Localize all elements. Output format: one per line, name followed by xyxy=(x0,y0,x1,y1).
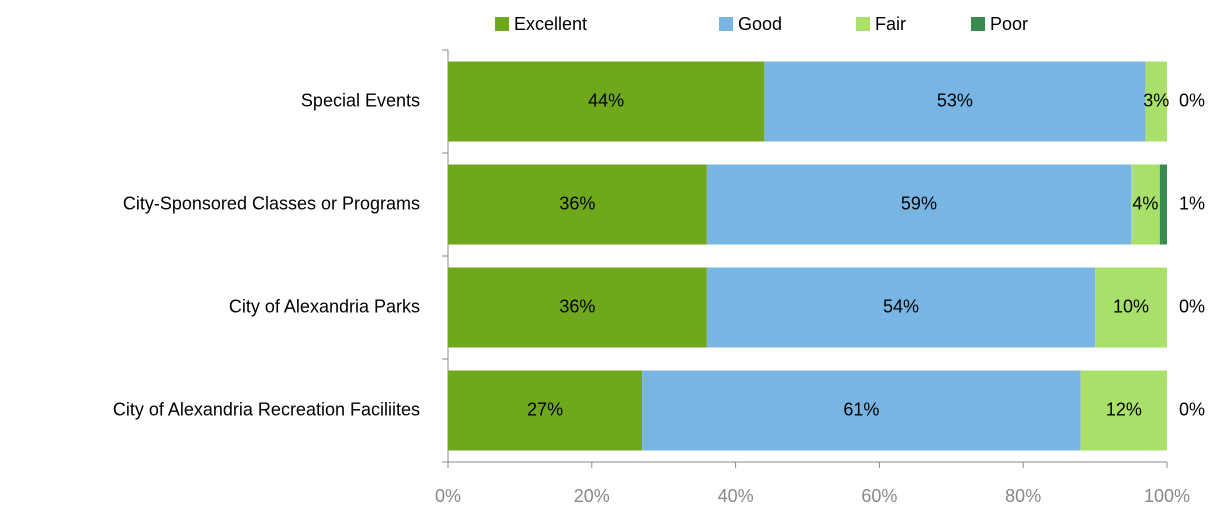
legend-swatch xyxy=(719,17,733,31)
x-tick-label: 20% xyxy=(574,486,610,506)
bar-segment xyxy=(448,164,707,245)
bar-segment xyxy=(706,267,1096,348)
category-label: City of Alexandria Parks xyxy=(229,296,420,316)
data-label: 12% xyxy=(1106,399,1142,419)
x-tick-label: 80% xyxy=(1005,486,1041,506)
data-label: 44% xyxy=(588,90,624,110)
bar-segment xyxy=(1131,164,1160,245)
bar-segment xyxy=(1159,164,1167,245)
bar-segment xyxy=(1145,61,1167,142)
data-label: 0% xyxy=(1179,399,1205,419)
data-label: 3% xyxy=(1143,90,1169,110)
bar-segment xyxy=(1080,370,1167,451)
data-label: 0% xyxy=(1179,296,1205,316)
data-label: 61% xyxy=(843,399,879,419)
data-label: 4% xyxy=(1132,193,1158,213)
legend-label: Poor xyxy=(990,14,1028,34)
bar-segment xyxy=(448,61,765,142)
bar-segment xyxy=(448,267,707,348)
bar-segment xyxy=(764,61,1146,142)
legend-swatch xyxy=(971,17,985,31)
data-label: 36% xyxy=(559,193,595,213)
legend-swatch xyxy=(856,17,870,31)
data-label: 53% xyxy=(937,90,973,110)
data-label: 27% xyxy=(527,399,563,419)
bar-segment xyxy=(706,164,1132,245)
bar-segment xyxy=(642,370,1081,451)
legend-label: Excellent xyxy=(514,14,587,34)
category-label: Special Events xyxy=(301,90,420,110)
legend-swatch xyxy=(495,17,509,31)
legend-label: Good xyxy=(738,14,782,34)
data-label: 59% xyxy=(901,193,937,213)
data-label: 1% xyxy=(1179,193,1205,213)
x-tick-label: 60% xyxy=(861,486,897,506)
x-tick-label: 40% xyxy=(718,486,754,506)
legend-label: Fair xyxy=(875,14,906,34)
bar-segment xyxy=(448,370,643,451)
category-label: City of Alexandria Recreation Faciliites xyxy=(113,399,420,419)
data-label: 36% xyxy=(559,296,595,316)
data-label: 10% xyxy=(1113,296,1149,316)
data-label: 54% xyxy=(883,296,919,316)
bar-segment xyxy=(1095,267,1167,348)
x-tick-label: 100% xyxy=(1144,486,1190,506)
data-label: 0% xyxy=(1179,90,1205,110)
category-label: City-Sponsored Classes or Programs xyxy=(123,193,420,213)
x-tick-label: 0% xyxy=(435,486,461,506)
